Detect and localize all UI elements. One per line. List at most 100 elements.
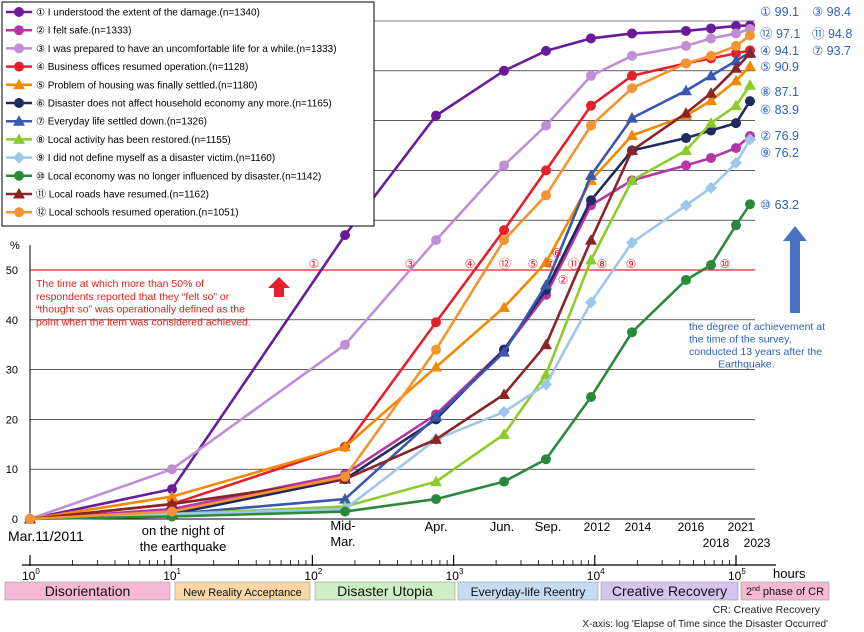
data-point-10 — [541, 454, 551, 465]
legend-item-2: ② I felt safe.(n=1333) — [6, 25, 131, 37]
axes: 0 10 20 30 40 50% Mar.11/2011 on the night of th… — [6, 240, 771, 554]
data-point-12 — [706, 50, 716, 61]
y-tick-label: 40 — [6, 315, 18, 327]
legend-item-11: ⑪ Local roads have resumed.(n=1162) — [6, 188, 209, 201]
threshold-label-6: ⑥ — [552, 246, 563, 260]
data-point-7 — [585, 169, 597, 180]
time-point-label: 2021 — [728, 520, 755, 534]
end-label-9: ⑨ 76.2 — [760, 146, 799, 160]
legend-item-7: ⑦ Everyday life settled down.(n=1326) — [6, 115, 207, 128]
threshold-label-1: ① — [309, 257, 320, 271]
data-point-7 — [705, 69, 717, 81]
end-label-11: ⑪ 94.8 — [812, 27, 852, 41]
data-point-10 — [431, 494, 441, 505]
data-point-2 — [681, 160, 691, 171]
legend-marker-1 — [14, 7, 24, 17]
data-point-10 — [745, 199, 755, 210]
phase-label: Disorientation — [45, 583, 131, 599]
legend-label-5: ⑤ Problem of housing was finally settled… — [36, 80, 257, 91]
phase-1: Disorientation — [4, 581, 171, 601]
data-point-3 — [499, 160, 509, 171]
phase-box — [4, 581, 171, 601]
data-point-5 — [626, 129, 638, 141]
data-point-1 — [340, 230, 350, 241]
legend-item-4: ④ Business offices resumed operation.(n=… — [6, 61, 248, 73]
phase-label: New Reality Acceptance — [183, 587, 302, 599]
series-line-9 — [29, 138, 752, 521]
time-point-label: Mar.11/2011 — [8, 528, 84, 544]
phase-box — [600, 581, 739, 601]
data-point-3 — [627, 50, 637, 61]
phase-4: Everyday-life Reentry — [457, 581, 599, 601]
data-point-11 — [744, 47, 756, 58]
data-point-9 — [626, 236, 638, 249]
legend-item-1: ① I understood the extent of the damage.… — [6, 7, 260, 19]
time-point-label: Mid-Mar. — [330, 518, 355, 549]
phase-box — [457, 581, 599, 601]
data-point-8 — [680, 144, 692, 155]
x-tick-label: 104 — [587, 567, 605, 583]
data-point-11 — [166, 498, 178, 509]
phase-2: New Reality Acceptance — [174, 581, 311, 601]
data-point-4 — [586, 100, 596, 111]
time-point-label: 2014 — [625, 520, 652, 534]
data-point-12 — [731, 40, 741, 51]
phase-label: 2nd phase of CR — [746, 586, 824, 598]
data-point-8 — [498, 428, 510, 439]
data-point-1 — [627, 28, 637, 39]
y-tick-label: 10 — [6, 464, 18, 476]
series-line-10 — [29, 203, 752, 521]
legend-marker-4 — [14, 61, 24, 72]
end-label-4: ④ 94.1 — [760, 44, 799, 58]
phase-box — [314, 581, 456, 601]
legend-marker-8 — [13, 133, 25, 144]
data-point-3 — [586, 70, 596, 81]
time-point-label: 2012 — [584, 520, 611, 534]
data-point-7 — [540, 278, 552, 290]
blue-arrow-icon — [783, 226, 807, 313]
y-axis-unit: % — [10, 240, 20, 252]
x-tick-label: 101 — [163, 567, 181, 583]
data-point-11 — [680, 107, 692, 118]
series-line-7 — [29, 51, 751, 521]
data-point-3 — [706, 33, 716, 44]
legend-item-5: ⑤ Problem of housing was finally settled… — [6, 78, 257, 91]
x-axis-label: hours — [773, 566, 806, 581]
phase-box — [174, 581, 311, 601]
x-tick-label: 105 — [728, 567, 746, 583]
data-point-2 — [731, 142, 741, 153]
data-point-9 — [744, 133, 756, 146]
footnote-xaxis: X-axis: log 'Elapse of Time since the Di… — [582, 619, 828, 630]
legend-label-12: ⑫ Local schools resumed operation.(n=105… — [36, 207, 239, 219]
legend-marker-2 — [14, 25, 24, 36]
time-point-label: 2023 — [744, 536, 771, 550]
data-point-9 — [705, 181, 717, 194]
data-point-12 — [586, 120, 596, 131]
end-value-labels: ① 99.1 ② 76.9 ③ 98.4 ④ 94.1 ⑤ 90.9 ⑥ 83.9 ⑦ 93… — [760, 5, 852, 212]
data-point-3 — [541, 120, 551, 131]
phase-6: 2nd phase of CR — [740, 581, 830, 601]
series-3 — [25, 23, 755, 524]
data-point-7 — [339, 493, 351, 504]
data-point-12 — [627, 83, 637, 94]
phase-label: Everyday-life Reentry — [471, 585, 586, 599]
footnote-cr: CR: Creative Recovery — [713, 604, 821, 616]
data-point-4 — [627, 70, 637, 81]
series-line-8 — [29, 84, 752, 521]
data-point-4 — [731, 48, 741, 59]
notes: The time at which more than 50% of respon… — [36, 226, 825, 371]
series-group — [24, 20, 756, 525]
legend-item-9: ⑨ I did not define myself as a disaster … — [6, 151, 275, 164]
legend-label-10: ⑩ Local economy was no longer influenced… — [36, 171, 321, 182]
data-point-8 — [430, 475, 442, 487]
data-point-3 — [681, 40, 691, 51]
data-point-11 — [430, 433, 442, 444]
data-point-6 — [731, 118, 741, 129]
legend: ① I understood the extent of the damage.… — [1, 1, 375, 227]
threshold-label-12: ⑫ — [499, 257, 511, 271]
data-point-1 — [167, 484, 177, 495]
data-point-12 — [431, 344, 441, 355]
data-point-6 — [586, 195, 596, 206]
threshold-label-8: ⑧ — [597, 257, 608, 271]
legend-label-9: ⑨ I did not define myself as a disaster … — [36, 153, 275, 164]
